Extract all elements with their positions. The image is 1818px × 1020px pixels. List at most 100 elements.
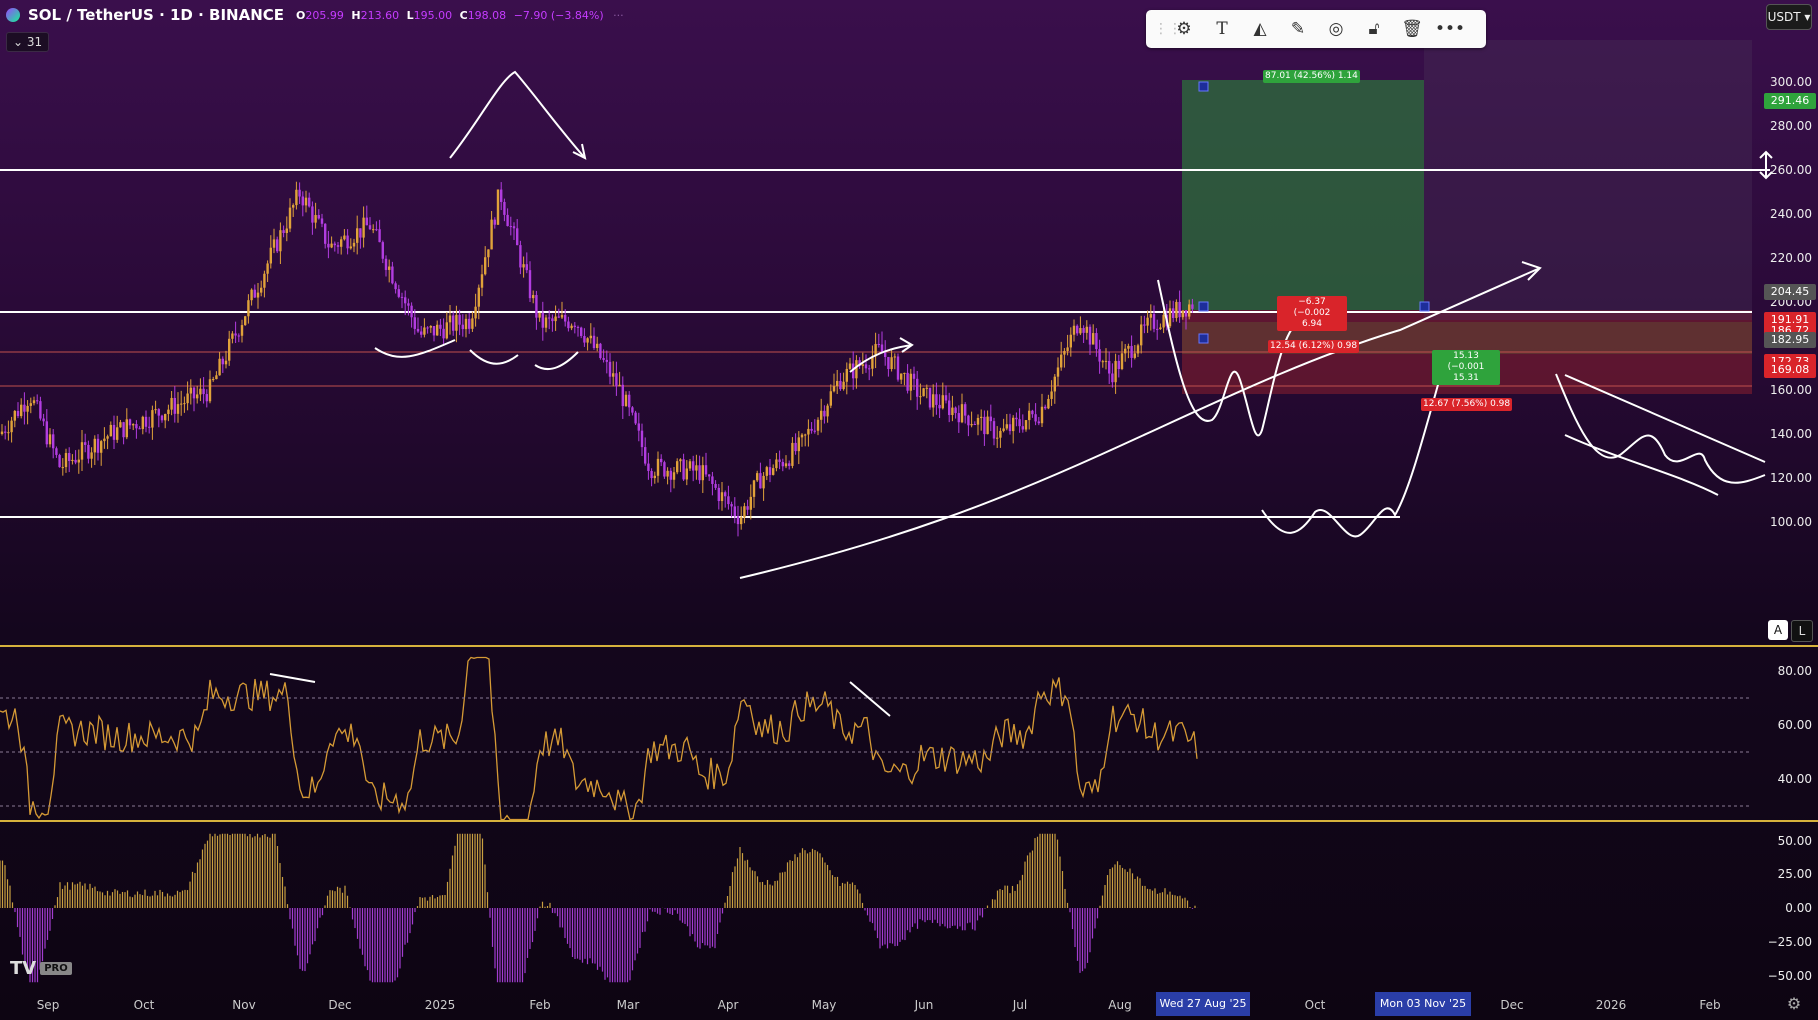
candle-body	[970, 424, 973, 426]
candle-body	[84, 442, 87, 445]
delete-icon[interactable]: 🗑︎	[1401, 19, 1423, 39]
candle-body	[823, 410, 826, 417]
time-marker-start[interactable]: Wed 27 Aug '25	[1156, 992, 1250, 1016]
rsi-divergence-drawing[interactable]	[269, 673, 891, 717]
candle-body	[925, 387, 928, 389]
candle-body	[983, 416, 986, 435]
candle-body	[1034, 414, 1037, 422]
candle-body	[154, 409, 157, 411]
position-profit-zone[interactable]	[1182, 80, 1424, 310]
auto-label: A	[1773, 623, 1783, 637]
candle-body	[864, 364, 868, 369]
log-scale-button[interactable]: L	[1791, 620, 1813, 642]
candle-body	[935, 394, 938, 405]
lock-icon[interactable]: 🔓︎	[1368, 19, 1380, 39]
settings-icon[interactable]: ◎	[1328, 19, 1344, 39]
line-color-icon[interactable]: ✎	[1290, 19, 1306, 39]
candle-body	[346, 235, 349, 249]
indicators-collapse-button[interactable]: ⌄ 31	[6, 32, 50, 52]
time-axis-label: 2025	[424, 998, 456, 1012]
candle-body	[887, 357, 890, 370]
candle-body	[650, 470, 653, 479]
candle-body	[634, 412, 637, 424]
price-tag: 169.08	[1764, 362, 1816, 379]
w-scenario-drawing[interactable]	[1261, 359, 1446, 538]
candle-body	[1095, 333, 1098, 350]
candle-body	[525, 264, 528, 271]
candle-body	[484, 257, 487, 275]
trendline-drawing[interactable]	[739, 267, 1541, 579]
candle-body	[781, 461, 784, 467]
arrow-head-icon	[899, 337, 914, 353]
entry-label: 12.54 (6.12%) 0.98	[1268, 340, 1360, 353]
candle-body	[112, 424, 116, 440]
currency-selector[interactable]: USDT ▾	[1766, 4, 1812, 30]
candle-body	[775, 459, 778, 469]
gear-icon[interactable]: ⚙	[1786, 994, 1802, 1013]
candle-body	[1082, 328, 1085, 333]
auto-scale-button[interactable]: A	[1768, 620, 1788, 640]
green-box-label: 15.13 (−0.001 15.31	[1432, 350, 1500, 385]
tradingview-logo[interactable]: TV PRO	[10, 958, 72, 979]
aug-scenario-drawing[interactable]	[1157, 279, 1296, 437]
candle-body	[733, 506, 736, 517]
candle-body	[314, 215, 317, 223]
candle-body	[746, 506, 749, 510]
candle-body	[436, 324, 439, 336]
price-axis-label: 280.00	[1770, 119, 1812, 133]
fill-icon[interactable]: ◭	[1253, 19, 1267, 39]
candle-body	[183, 403, 186, 405]
symbol-title[interactable]: SOL / TetherUS · 1D · BINANCE	[28, 6, 285, 24]
drag-handle-icon[interactable]: ⋮⋮	[1154, 21, 1182, 37]
candle-body	[704, 465, 708, 475]
candle-body	[1168, 308, 1172, 327]
more-icon[interactable]: •••	[1434, 19, 1466, 39]
rsi-axis[interactable]: 80.00 60.00 40.00	[1752, 647, 1818, 819]
candle-body	[711, 476, 714, 484]
marker-end-text: Mon 03 Nov '25	[1379, 997, 1467, 1010]
position-handle[interactable]	[1198, 333, 1209, 344]
candle-body	[263, 273, 266, 288]
candle-body	[874, 343, 877, 357]
candle-body	[173, 397, 176, 414]
candle-body	[842, 381, 845, 390]
pane-separator[interactable]	[0, 645, 1818, 647]
candle-body	[288, 207, 292, 229]
candle-body	[52, 434, 55, 449]
candle-body	[1101, 361, 1104, 363]
oscillator-axis[interactable]: 50.00 25.00 0.00 −25.00 −50.00	[1752, 822, 1818, 990]
position-handle[interactable]	[1198, 301, 1209, 312]
candle-body	[615, 373, 618, 387]
may-arrow-drawing[interactable]	[849, 344, 913, 373]
text-icon[interactable]: T	[1216, 19, 1228, 39]
peak-arrow-drawing[interactable]	[449, 70, 586, 159]
candle-body	[336, 245, 340, 247]
position-handle[interactable]	[1419, 301, 1430, 312]
price-axis-label: 260.00	[1770, 163, 1812, 177]
price-axis[interactable]: 300.00 280.00 260.00 240.00 220.00 200.00 160.…	[1752, 0, 1818, 640]
candle-body	[1044, 406, 1047, 409]
more-icon[interactable]: ···	[613, 8, 624, 22]
candle-body	[212, 379, 215, 381]
candle-body	[980, 416, 983, 418]
candles-group	[0, 181, 1194, 537]
candle-body	[61, 467, 64, 469]
candle-body	[596, 343, 599, 348]
candle-body	[992, 421, 996, 439]
template-icon[interactable]: ⚙	[1176, 19, 1192, 39]
bounce-arrows-drawing[interactable]	[374, 339, 579, 371]
position-handle[interactable]	[1198, 81, 1209, 92]
candle-body	[87, 444, 90, 459]
candle-body	[397, 289, 400, 297]
pane-separator[interactable]	[0, 820, 1818, 822]
time-marker-end[interactable]: Mon 03 Nov '25	[1375, 992, 1471, 1016]
time-axis[interactable]: Wed 27 Aug '25 Mon 03 Nov '25 Sep Oct Nov D…	[0, 990, 1818, 1020]
candle-body	[205, 394, 208, 402]
price-axis-label: 100.00	[1770, 515, 1812, 529]
candle-body	[820, 410, 823, 420]
candle-body	[176, 404, 180, 414]
candle-body	[423, 327, 426, 335]
wedge-drawing[interactable]	[1555, 373, 1766, 496]
candle-body	[1120, 353, 1124, 370]
